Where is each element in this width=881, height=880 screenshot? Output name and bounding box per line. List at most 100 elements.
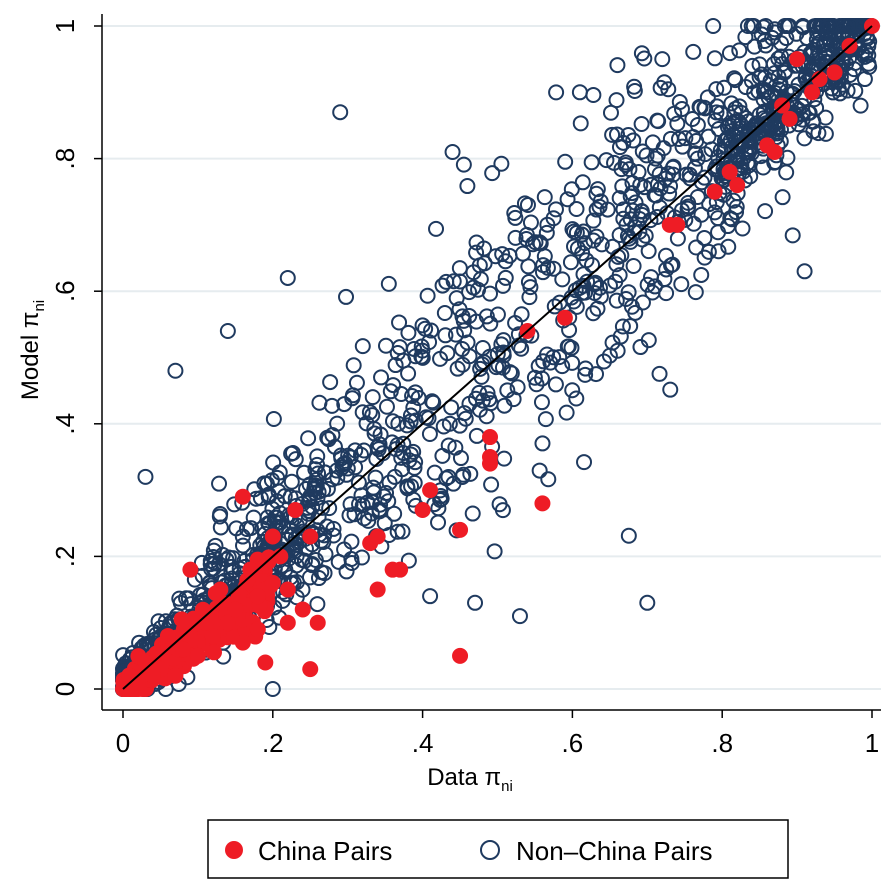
non-china-point [756,103,773,120]
legend-nonchina-label: Non–China Pairs [516,836,713,866]
non-china-point [438,470,455,487]
non-china-point [513,306,530,323]
non-china-point [693,266,710,283]
non-china-point [545,260,562,277]
non-china-point [448,290,465,307]
non-china-point [739,155,756,172]
non-china-point [451,260,468,277]
non-china-point [637,227,654,244]
non-china-point [781,18,798,34]
non-china-point [710,243,727,260]
non-china-point [542,354,559,371]
china-point-58 [234,634,251,651]
non-china-point [585,212,602,229]
non-china-point [574,245,591,262]
non-china-point [563,339,580,356]
non-china-point [405,491,422,508]
non-china-point [449,360,466,377]
non-china-point [468,427,485,444]
non-china-point [419,287,436,304]
non-china-point [211,475,228,492]
non-china-point [823,80,840,97]
non-china-point [540,471,557,488]
non-china-point [568,200,585,217]
non-china-point [459,178,476,195]
non-china-point [205,560,222,577]
non-china-point [608,256,625,273]
non-china-point [347,459,364,476]
non-china-point [494,246,511,263]
non-china-point [205,542,222,559]
non-china-point [620,126,637,143]
non-china-point [235,537,252,554]
non-china-point [774,189,791,206]
non-china-point [369,439,386,456]
non-china-point [588,366,605,383]
non-china-point [171,590,188,607]
non-china-point [674,138,691,155]
non-china-point [332,447,349,464]
non-china-point-8 [422,588,439,605]
non-china-point [407,454,424,471]
y-tick-label-1: .2 [50,546,80,568]
non-china-point [494,277,511,294]
non-china-point [310,570,327,587]
china-point-10 [556,309,573,326]
non-china-point [406,340,423,357]
non-china-point [414,317,431,334]
non-china-point [439,345,456,362]
non-china-point [478,308,495,325]
non-china-point [537,411,554,428]
non-china-point [566,223,583,240]
non-china-point-12 [654,51,671,68]
non-china-point [585,305,602,322]
china-point-27 [706,183,723,200]
non-china-point [546,298,563,315]
china-point-22 [257,654,274,671]
non-china-point [520,258,537,275]
non-china-point [651,365,668,382]
non-china-point [371,503,388,520]
non-china-point [377,337,394,354]
non-china-point [651,166,668,183]
non-china-point [404,387,421,404]
non-china-point [574,174,591,191]
non-china-point [721,45,738,62]
non-china-point [328,462,345,479]
non-china-point [440,468,457,485]
non-china-point [811,45,828,62]
china-point-54 [144,667,161,684]
non-china-point [287,451,304,468]
non-china-point [414,342,431,359]
non-china-point [361,404,378,421]
non-china-point [507,209,524,226]
x-tick-label-4: .8 [711,728,733,758]
non-china-point [348,374,365,391]
non-china-point [598,152,615,169]
non-china-point [562,254,579,271]
non-china-point [592,288,609,305]
non-china-point [757,203,774,220]
non-china-point [805,113,822,130]
china-point-24 [309,614,326,631]
china-point-8 [534,495,551,512]
y-tick-label-4: .8 [50,148,80,170]
non-china-point [455,312,472,329]
non-china-point [317,464,334,481]
non-china-point [596,353,613,370]
non-china-point [495,332,512,349]
non-china-point [658,261,675,278]
non-china-point [663,257,680,274]
non-china-point [614,318,631,335]
non-china-point-13 [347,442,364,459]
non-china-point [746,84,763,101]
non-china-point [329,415,346,432]
non-china-point [634,294,651,311]
non-china-point [399,478,416,495]
non-china-point [532,235,549,252]
non-china-point [611,227,628,244]
non-china-point [640,332,657,349]
non-china-point [528,376,545,393]
non-china-point [344,390,361,407]
non-china-point [547,201,564,218]
